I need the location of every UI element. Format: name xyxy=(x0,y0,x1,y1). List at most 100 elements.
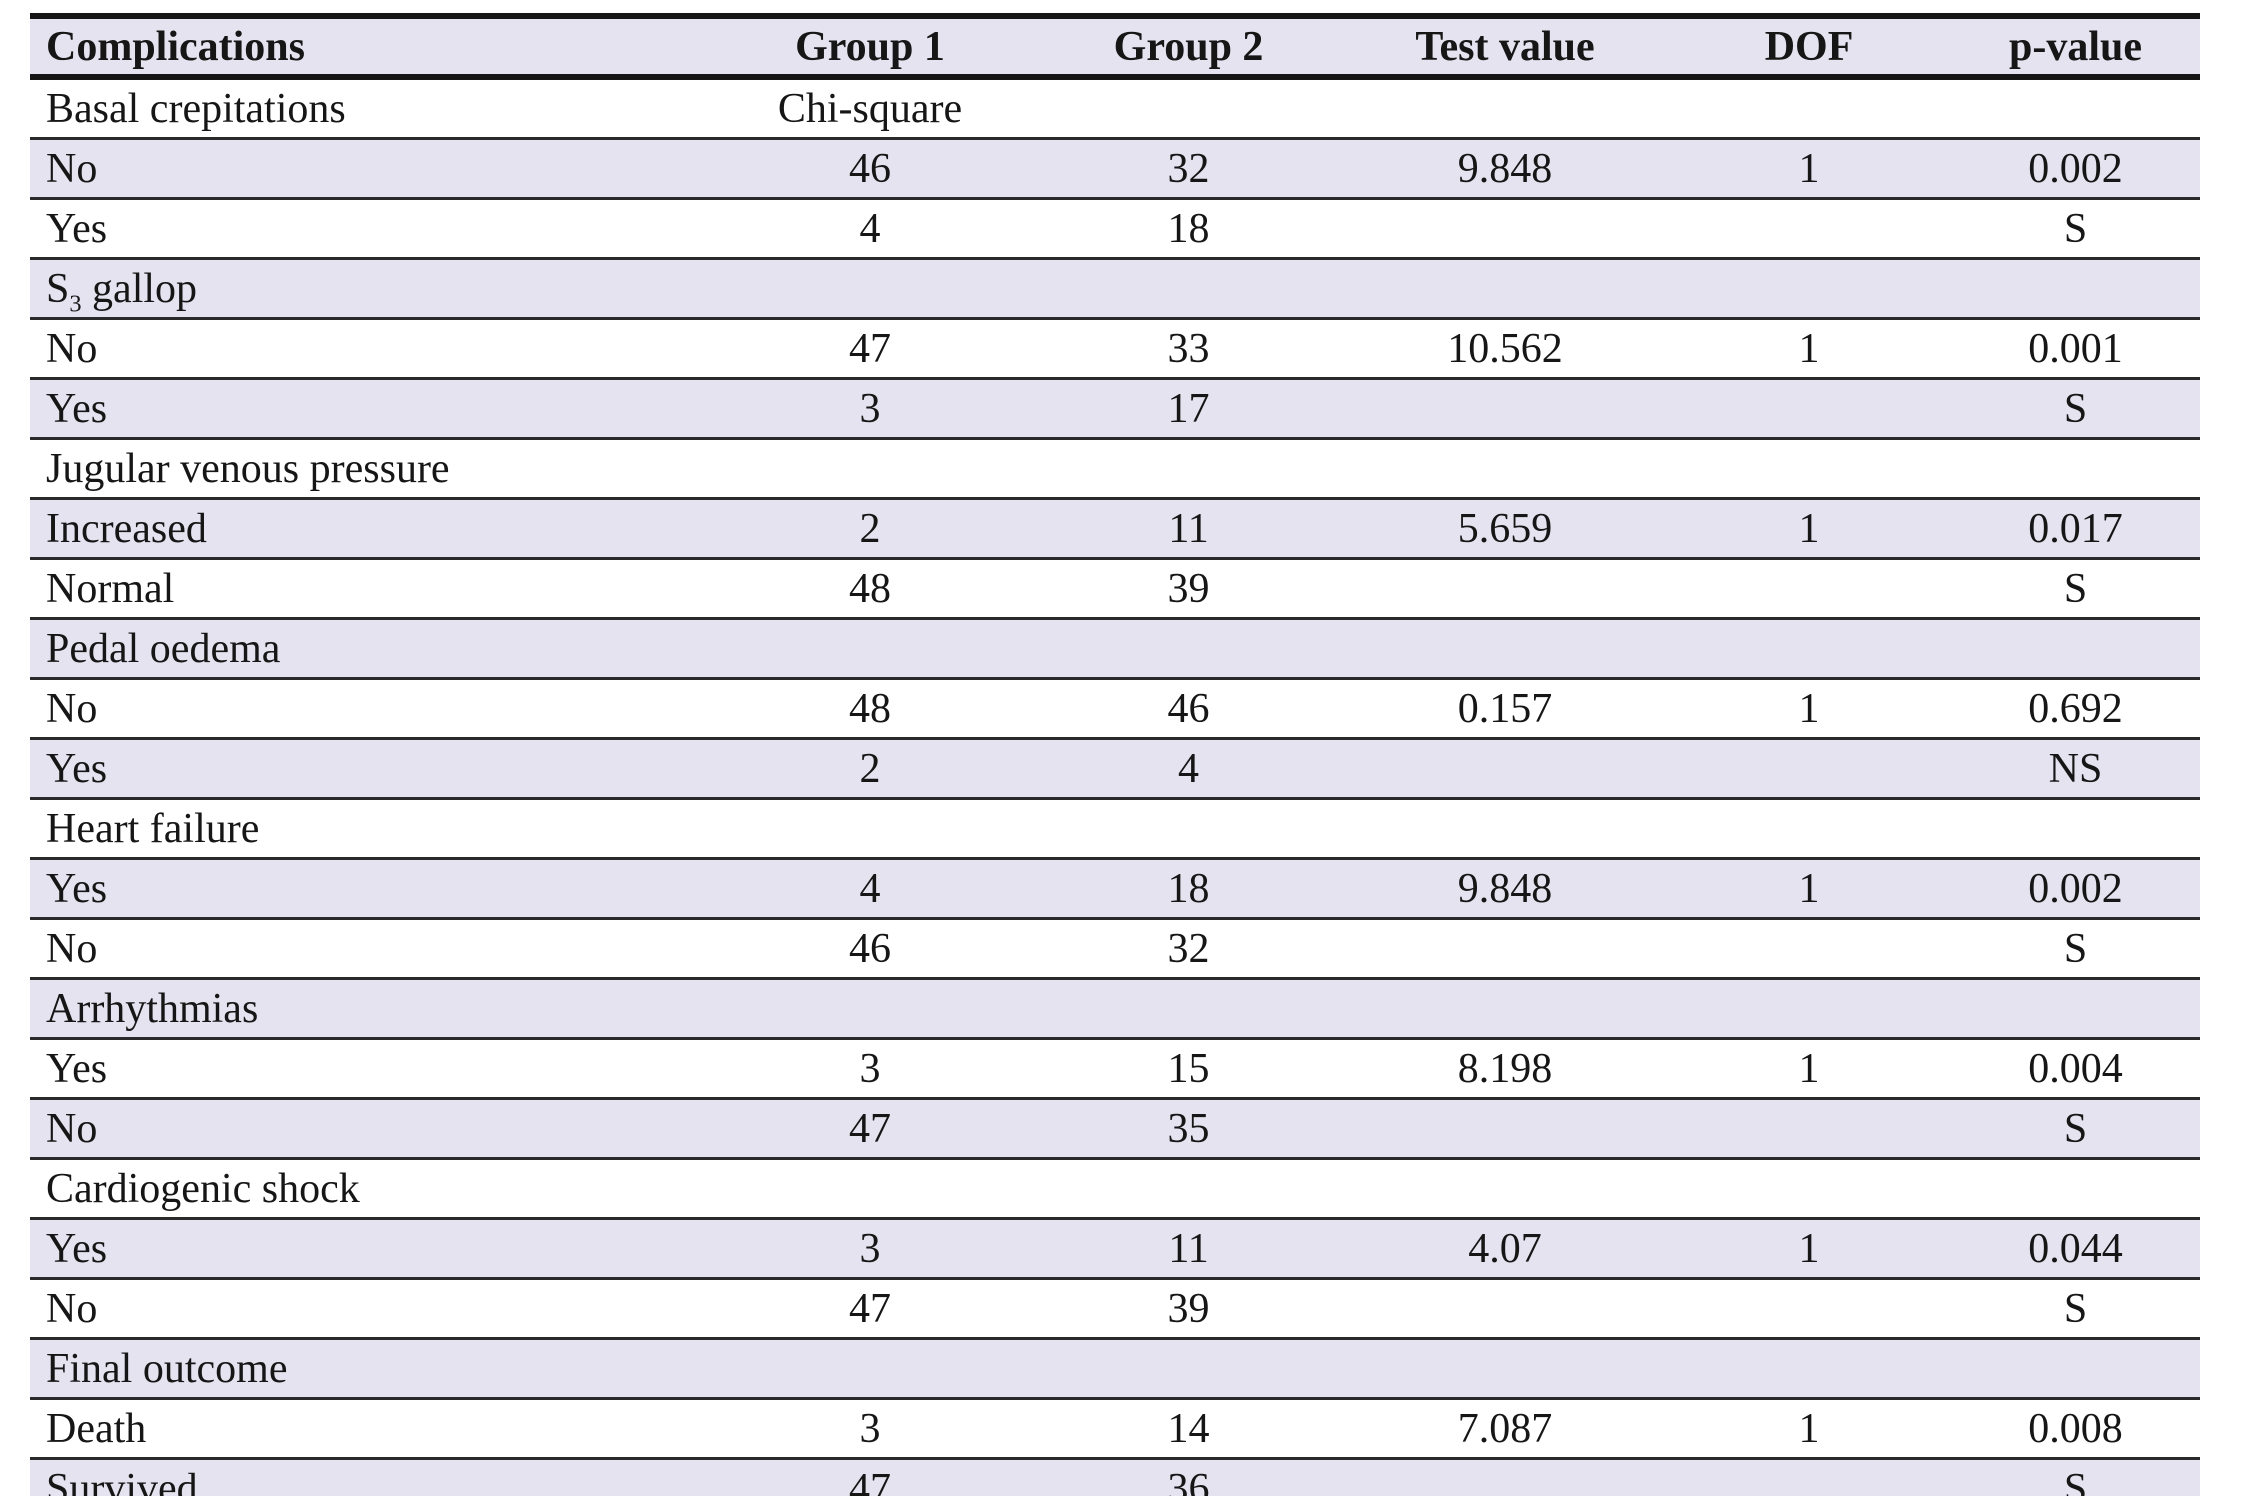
value-cell xyxy=(1951,1337,2200,1399)
value-cell xyxy=(1034,75,1344,139)
value-cell: 5.659 xyxy=(1343,497,1668,559)
subscript: 3 xyxy=(69,289,82,317)
value-cell xyxy=(1343,737,1668,799)
table-row: No 48 46 0.157 1 0.692 xyxy=(30,677,2200,739)
value-cell: 1 xyxy=(1667,677,1952,739)
table-row: Heart failure xyxy=(30,797,2200,859)
row-label-cell: Death xyxy=(30,1397,706,1459)
table-body: Basal crepitations Chi-square No 46 32 9.848 1… xyxy=(30,75,2200,1496)
value-cell: 15 xyxy=(1034,1037,1344,1099)
row-label-cell: Yes xyxy=(30,857,706,919)
row-label-cell: Basal crepitations xyxy=(30,75,706,139)
value-cell xyxy=(1951,75,2200,139)
value-cell xyxy=(1951,617,2200,679)
value-cell xyxy=(1667,737,1952,799)
value-cell xyxy=(1667,617,1952,679)
row-label-cell: Pedal oedema xyxy=(30,617,706,679)
value-cell xyxy=(1667,1457,1952,1496)
row-label-cell: Survived xyxy=(30,1457,706,1496)
value-cell: 18 xyxy=(1034,857,1344,919)
value-cell xyxy=(1667,377,1952,439)
value-cell: 35 xyxy=(1034,1097,1344,1159)
table-row: Yes 4 18 9.848 1 0.002 xyxy=(30,857,2200,919)
value-cell xyxy=(1667,437,1952,499)
value-cell: 4 xyxy=(1034,737,1344,799)
value-cell: 9.848 xyxy=(1343,857,1668,919)
value-cell: 33 xyxy=(1034,317,1344,379)
value-cell xyxy=(1667,797,1952,859)
row-label-cell: No xyxy=(30,1277,706,1339)
value-cell xyxy=(1951,977,2200,1039)
value-cell: 48 xyxy=(705,557,1035,619)
value-cell: 36 xyxy=(1034,1457,1344,1496)
value-cell: S xyxy=(1951,197,2200,259)
table-row: Basal crepitations Chi-square xyxy=(30,75,2200,139)
value-cell: 0.002 xyxy=(1951,857,2200,919)
value-cell: 47 xyxy=(705,1277,1035,1339)
value-cell xyxy=(1343,617,1668,679)
table-row: Yes 3 17 S xyxy=(30,377,2200,439)
value-cell: 0.001 xyxy=(1951,317,2200,379)
table-row: Arrhythmias xyxy=(30,977,2200,1039)
table-row: No 47 33 10.562 1 0.001 xyxy=(30,317,2200,379)
column-header-p-value: p-value xyxy=(1951,16,2200,80)
value-cell xyxy=(1667,977,1952,1039)
value-cell: 11 xyxy=(1034,497,1344,559)
value-cell: 11 xyxy=(1034,1217,1344,1279)
value-cell: 46 xyxy=(705,137,1035,199)
value-cell xyxy=(1343,1097,1668,1159)
value-cell xyxy=(1343,1457,1668,1496)
row-label-cell: Yes xyxy=(30,737,706,799)
header-row: Complications Group 1 Group 2 Test value DOF… xyxy=(30,16,2200,80)
value-cell xyxy=(1343,377,1668,439)
table-row: Pedal oedema xyxy=(30,617,2200,679)
table-row: Death 3 14 7.087 1 0.008 xyxy=(30,1397,2200,1459)
table-row: S3 gallop xyxy=(30,257,2200,319)
value-cell: 0.002 xyxy=(1951,137,2200,199)
column-header-group-2: Group 2 xyxy=(1034,16,1344,80)
value-cell: 10.562 xyxy=(1343,317,1668,379)
value-cell xyxy=(1951,257,2200,319)
value-cell xyxy=(705,257,1035,319)
value-cell xyxy=(1667,557,1952,619)
value-cell xyxy=(1951,1157,2200,1219)
value-cell: 17 xyxy=(1034,377,1344,439)
row-label-cell: Normal xyxy=(30,557,706,619)
table-row: Yes 3 15 8.198 1 0.004 xyxy=(30,1037,2200,1099)
value-cell: 1 xyxy=(1667,317,1952,379)
value-cell: 18 xyxy=(1034,197,1344,259)
value-cell: 39 xyxy=(1034,557,1344,619)
value-cell xyxy=(705,1337,1035,1399)
value-cell: 47 xyxy=(705,1097,1035,1159)
value-cell: 1 xyxy=(1667,1037,1952,1099)
value-cell xyxy=(1343,797,1668,859)
value-cell xyxy=(1034,1337,1344,1399)
value-cell: 39 xyxy=(1034,1277,1344,1339)
column-header-dof: DOF xyxy=(1667,16,1952,80)
value-cell: 7.087 xyxy=(1343,1397,1668,1459)
table-row: No 47 35 S xyxy=(30,1097,2200,1159)
value-cell xyxy=(1951,797,2200,859)
value-cell xyxy=(1667,1157,1952,1219)
value-cell xyxy=(1667,197,1952,259)
value-cell xyxy=(1667,917,1952,979)
value-cell: 14 xyxy=(1034,1397,1344,1459)
value-cell: 0.008 xyxy=(1951,1397,2200,1459)
row-label-cell: No xyxy=(30,317,706,379)
table-row: No 46 32 S xyxy=(30,917,2200,979)
table-row: Yes 4 18 S xyxy=(30,197,2200,259)
value-cell xyxy=(1034,617,1344,679)
row-label-cell: No xyxy=(30,1097,706,1159)
value-cell xyxy=(1667,257,1952,319)
row-label-cell: Arrhythmias xyxy=(30,977,706,1039)
column-header-test-value: Test value xyxy=(1343,16,1668,80)
value-cell xyxy=(705,617,1035,679)
value-cell xyxy=(1034,977,1344,1039)
value-cell: 8.198 xyxy=(1343,1037,1668,1099)
value-cell xyxy=(1343,1277,1668,1339)
value-cell: 0.004 xyxy=(1951,1037,2200,1099)
value-cell: 0.692 xyxy=(1951,677,2200,739)
value-cell: S xyxy=(1951,1457,2200,1496)
value-cell: 4 xyxy=(705,197,1035,259)
value-cell: 46 xyxy=(1034,677,1344,739)
